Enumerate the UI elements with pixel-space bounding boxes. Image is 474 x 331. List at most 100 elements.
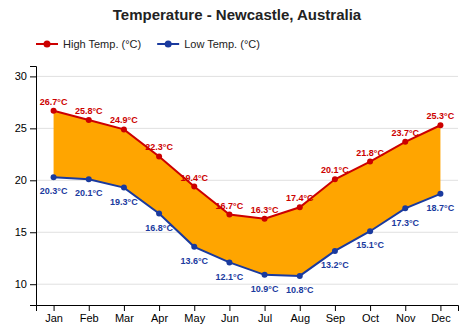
legend-swatch-marker <box>44 41 51 48</box>
y-tick: 10 <box>15 278 36 290</box>
x-tick: May <box>184 305 205 324</box>
x-tick-mark <box>370 305 371 311</box>
data-label: 25.3°C <box>427 111 455 121</box>
plot-marks <box>51 108 444 279</box>
x-tick-label: Apr <box>151 312 168 324</box>
chart-container: 10 15 20 25 30 Jan Feb Mar Apr May Jun Jul Aug Sep Oct… <box>0 0 474 331</box>
series-marker <box>86 117 92 123</box>
data-label: 10.9°C <box>251 284 279 294</box>
series-marker <box>156 153 162 159</box>
data-label: 13.2°C <box>321 260 349 270</box>
x-tick: Nov <box>396 305 416 324</box>
series-marker <box>191 184 197 190</box>
grid-line <box>36 284 458 285</box>
x-tick-mark <box>54 305 55 311</box>
y-axis: 10 15 20 25 30 <box>15 67 37 306</box>
y-tick-mark <box>30 76 36 77</box>
x-tick-label: Feb <box>80 312 99 324</box>
data-label: 23.7°C <box>391 128 419 138</box>
series-marker <box>297 273 303 279</box>
data-label: 13.6°C <box>180 256 208 266</box>
y-tick-label: 10 <box>15 278 27 290</box>
x-axis-line <box>37 306 459 312</box>
data-label: 16.3°C <box>251 205 279 215</box>
x-tick: Oct <box>362 305 379 324</box>
x-tick-label: Sep <box>326 312 346 324</box>
x-tick-mark <box>440 305 441 311</box>
y-tick: 30 <box>15 70 36 82</box>
data-label: 16.8°C <box>145 223 173 233</box>
data-label: 20.3°C <box>40 186 68 196</box>
y-tick-label: 30 <box>15 70 27 82</box>
y-tick-label: 20 <box>15 174 27 186</box>
y-tick-mark <box>30 128 36 129</box>
x-tick: Mar <box>115 305 134 324</box>
data-label: 17.4°C <box>286 193 314 203</box>
series-marker <box>51 108 57 114</box>
x-tick: Jan <box>45 305 63 324</box>
y-tick-label: 15 <box>15 226 27 238</box>
series-marker <box>437 122 443 128</box>
data-label: 21.8°C <box>356 148 384 158</box>
grid-line <box>36 76 458 77</box>
grid <box>36 76 458 284</box>
data-label: 15.1°C <box>356 240 384 250</box>
data-label: 20.1°C <box>321 165 349 175</box>
x-tick-label: Oct <box>362 312 379 324</box>
x-tick: Jul <box>258 305 272 324</box>
data-label: 25.8°C <box>75 106 103 116</box>
chart-svg: 10 15 20 25 30 Jan Feb Mar Apr May Jun Jul Aug Sep Oct… <box>0 0 474 331</box>
x-tick-label: Dec <box>431 312 451 324</box>
legend-label: Low Temp. (°C) <box>184 38 260 50</box>
series-line <box>54 177 441 276</box>
legend-item: Low Temp. (°C) <box>157 38 260 50</box>
y-tick: 20 <box>15 174 36 186</box>
x-tick-label: Nov <box>396 312 416 324</box>
chart-title: Temperature - Newcastle, Australia <box>113 6 362 23</box>
x-tick-label: Jan <box>45 312 63 324</box>
x-axis: Jan Feb Mar Apr May Jun Jul Aug Sep Oct Nov Dec <box>37 305 459 324</box>
data-label: 22.3°C <box>145 142 173 152</box>
data-label: 26.7°C <box>40 97 68 107</box>
data-labels: 26.7°C25.8°C24.9°C22.3°C19.4°C16.7°C16.3… <box>40 97 455 295</box>
y-tick-label: 25 <box>15 122 27 134</box>
data-label: 20.1°C <box>75 188 103 198</box>
x-tick: Apr <box>151 305 168 324</box>
y-tick-mark <box>30 180 36 181</box>
x-tick-label: Aug <box>290 312 310 324</box>
data-label: 19.3°C <box>110 197 138 207</box>
series-marker <box>402 205 408 211</box>
x-tick: Jun <box>221 305 239 324</box>
y-tick: 15 <box>15 226 36 238</box>
series-marker <box>226 212 232 218</box>
series-marker <box>262 216 268 222</box>
x-tick-mark <box>405 305 406 311</box>
x-tick-label: Jun <box>221 312 239 324</box>
legend: High Temp. (°C) Low Temp. (°C) <box>36 38 260 50</box>
x-tick-mark <box>194 305 195 311</box>
series-marker <box>121 126 127 132</box>
series-marker <box>191 244 197 250</box>
x-tick: Aug <box>290 305 310 324</box>
legend-swatch-marker <box>165 41 172 48</box>
x-tick-mark <box>229 305 230 311</box>
data-label: 16.7°C <box>216 201 244 211</box>
series-marker <box>121 185 127 191</box>
x-tick-mark <box>159 305 160 311</box>
legend-item: High Temp. (°C) <box>36 38 141 50</box>
series-marker <box>437 191 443 197</box>
legend-label: High Temp. (°C) <box>63 38 141 50</box>
data-label: 18.7°C <box>427 203 455 213</box>
x-tick-label: Jul <box>258 312 272 324</box>
series-marker <box>332 248 338 254</box>
y-axis-line <box>30 67 37 306</box>
data-label: 17.3°C <box>391 218 419 228</box>
series-marker <box>156 211 162 217</box>
series-marker <box>367 228 373 234</box>
series-marker <box>402 139 408 145</box>
x-tick-mark <box>89 305 90 311</box>
data-label: 24.9°C <box>110 115 138 125</box>
series-marker <box>367 159 373 165</box>
x-tick-mark <box>335 305 336 311</box>
series-marker <box>51 174 57 180</box>
